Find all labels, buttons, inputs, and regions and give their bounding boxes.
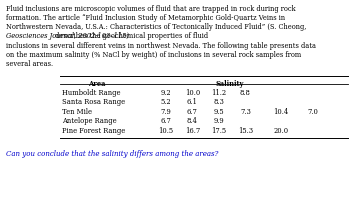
Text: 8.8: 8.8 <box>240 89 251 97</box>
Text: 11.2: 11.2 <box>211 89 226 97</box>
Text: formation. The article “Fluid Inclusion Study of Metamorphic Gold-Quartz Veins i: formation. The article “Fluid Inclusion … <box>6 14 286 22</box>
Text: 6.1: 6.1 <box>187 98 198 106</box>
Text: 16.7: 16.7 <box>185 127 200 135</box>
Text: Can you conclude that the salinity differs among the areas?: Can you conclude that the salinity diffe… <box>6 150 219 158</box>
Text: Santa Rosa Range: Santa Rosa Range <box>62 98 125 106</box>
Text: Antelope Range: Antelope Range <box>62 117 116 125</box>
Text: describes the geochemical properties of fluid: describes the geochemical properties of … <box>53 32 208 41</box>
Text: inclusions in several different veins in northwest Nevada. The following table p: inclusions in several different veins in… <box>6 42 316 50</box>
Text: 10.5: 10.5 <box>158 127 173 135</box>
Text: 9.5: 9.5 <box>214 108 224 116</box>
Text: 7.0: 7.0 <box>307 108 318 116</box>
Text: 6.7: 6.7 <box>161 117 171 125</box>
Text: 7.3: 7.3 <box>240 108 251 116</box>
Text: Geosciences Journal, 2002:103–115): Geosciences Journal, 2002:103–115) <box>6 32 129 41</box>
Text: several areas.: several areas. <box>6 60 53 68</box>
Text: Salinity: Salinity <box>215 80 244 88</box>
Text: on the maximum salinity (% NaCl by weight) of inclusions in several rock samples: on the maximum salinity (% NaCl by weigh… <box>6 51 301 59</box>
Text: 9.9: 9.9 <box>214 117 224 125</box>
Text: Fluid inclusions are microscopic volumes of fluid that are trapped in rock durin: Fluid inclusions are microscopic volumes… <box>6 5 296 13</box>
Text: 10.4: 10.4 <box>273 108 288 116</box>
Text: Area: Area <box>88 80 106 88</box>
Text: 15.3: 15.3 <box>238 127 253 135</box>
Text: 9.2: 9.2 <box>161 89 171 97</box>
Text: Ten Mile: Ten Mile <box>62 108 92 116</box>
Text: 20.0: 20.0 <box>273 127 288 135</box>
Text: Humboldt Range: Humboldt Range <box>62 89 120 97</box>
Text: Northwestern Nevada, U.S.A.: Characteristics of Tectonically Induced Fluid” (S. : Northwestern Nevada, U.S.A.: Characteris… <box>6 23 307 31</box>
Text: Pine Forest Range: Pine Forest Range <box>62 127 125 135</box>
Text: 7.9: 7.9 <box>161 108 171 116</box>
Text: 5.2: 5.2 <box>161 98 171 106</box>
Text: 8.4: 8.4 <box>187 117 198 125</box>
Text: 17.5: 17.5 <box>211 127 226 135</box>
Text: 6.7: 6.7 <box>187 108 198 116</box>
Text: 8.3: 8.3 <box>214 98 224 106</box>
Text: 10.0: 10.0 <box>185 89 200 97</box>
